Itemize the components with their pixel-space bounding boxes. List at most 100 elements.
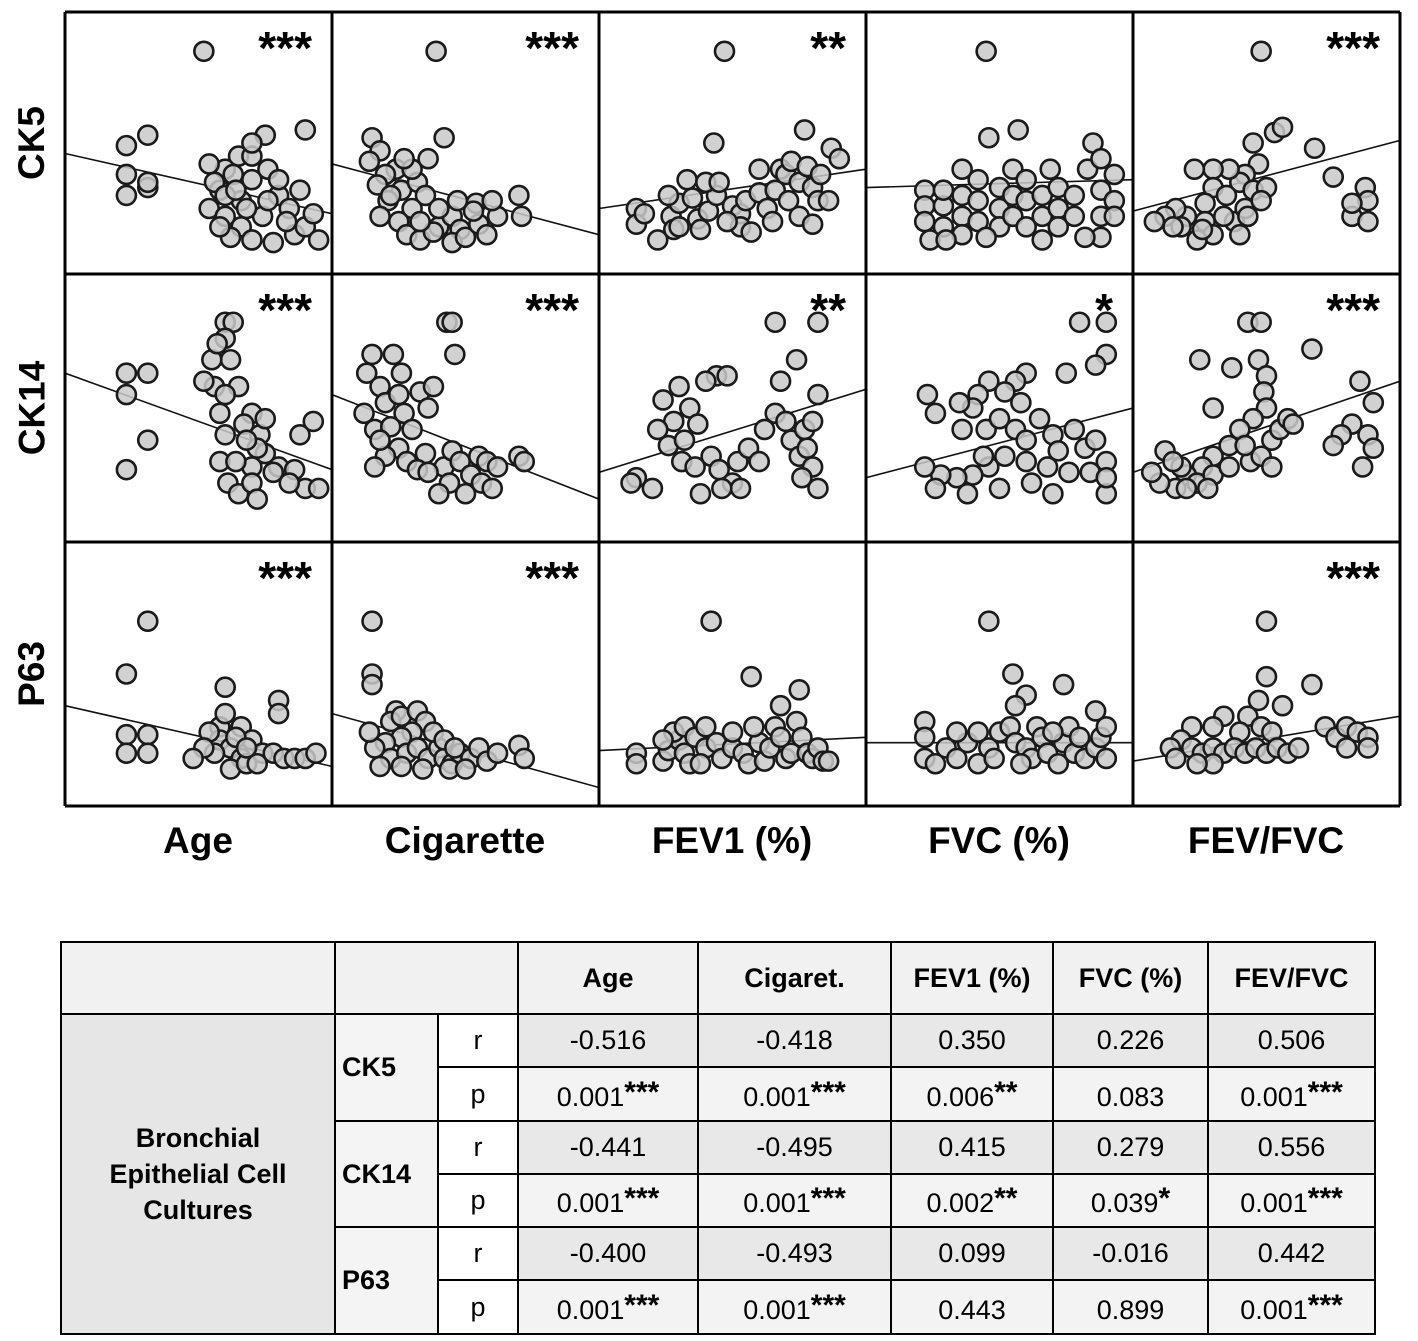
data-point bbox=[1183, 158, 1206, 180]
data-point bbox=[209, 216, 231, 238]
data-point bbox=[1341, 192, 1363, 215]
data-point bbox=[369, 205, 391, 228]
data-point bbox=[967, 189, 989, 212]
table-cell: -0.441 bbox=[517, 1120, 699, 1175]
data-point bbox=[716, 365, 738, 387]
data-point bbox=[620, 472, 642, 494]
table-cell: 0.001*** bbox=[697, 1066, 892, 1122]
significance-stars: *** bbox=[525, 284, 579, 336]
significance-stars: *** bbox=[1326, 284, 1380, 336]
data-point bbox=[1191, 218, 1214, 241]
data-point bbox=[1007, 119, 1029, 141]
data-point bbox=[646, 229, 669, 251]
data-point bbox=[1175, 477, 1198, 500]
trend-line bbox=[866, 407, 1133, 479]
data-point bbox=[711, 477, 733, 500]
data-point bbox=[115, 458, 138, 481]
data-point bbox=[433, 126, 455, 149]
data-point bbox=[975, 40, 997, 63]
data-point bbox=[1271, 694, 1294, 717]
stat-label-r: r bbox=[437, 1013, 519, 1068]
data-point bbox=[1095, 747, 1118, 770]
table-cell: -0.493 bbox=[697, 1226, 892, 1281]
data-point bbox=[916, 383, 939, 406]
data-point bbox=[1242, 132, 1264, 154]
data-point bbox=[1042, 721, 1064, 743]
data-point bbox=[777, 189, 800, 212]
table-cell: 0.415 bbox=[890, 1120, 1054, 1175]
data-point bbox=[1218, 456, 1240, 478]
data-point bbox=[289, 423, 311, 446]
data-point bbox=[1212, 205, 1235, 228]
data-point bbox=[1186, 752, 1208, 775]
data-point bbox=[307, 229, 330, 251]
data-point bbox=[1095, 466, 1118, 489]
data-point bbox=[1362, 391, 1385, 414]
table-header-age: Age bbox=[517, 941, 699, 1015]
data-point bbox=[1164, 747, 1187, 770]
data-point bbox=[219, 348, 242, 371]
data-point bbox=[748, 450, 771, 473]
data-point bbox=[193, 370, 215, 393]
data-point bbox=[967, 168, 989, 191]
table-cell: 0.226 bbox=[1052, 1013, 1209, 1068]
table-cell: 0.001*** bbox=[517, 1066, 699, 1122]
data-point bbox=[1335, 737, 1358, 759]
data-point bbox=[1036, 456, 1059, 478]
data-point bbox=[689, 752, 712, 775]
data-point bbox=[1143, 210, 1166, 233]
data-point bbox=[753, 418, 776, 441]
significance-stars: *** bbox=[1326, 22, 1380, 74]
data-point bbox=[689, 218, 712, 241]
data-point bbox=[983, 747, 1005, 770]
data-point bbox=[462, 200, 485, 222]
data-point bbox=[1282, 413, 1304, 435]
data-point bbox=[932, 179, 955, 201]
data-point bbox=[115, 663, 138, 685]
data-point bbox=[673, 429, 696, 451]
data-point bbox=[214, 702, 236, 725]
data-point bbox=[769, 694, 792, 717]
column-label-fvc: FVC (%) bbox=[928, 820, 1070, 861]
table-cell: 0.006** bbox=[890, 1066, 1054, 1122]
group-label: Bronchial Epithelial Cell Cultures bbox=[60, 1013, 336, 1335]
data-point bbox=[1047, 216, 1070, 238]
data-point bbox=[646, 418, 669, 441]
row-label-p63: P63 bbox=[11, 641, 52, 707]
data-point bbox=[788, 679, 811, 701]
data-point bbox=[809, 163, 832, 186]
trend-line bbox=[65, 372, 332, 471]
table-cell: 0.002** bbox=[890, 1173, 1054, 1228]
data-point bbox=[801, 410, 824, 433]
data-point bbox=[1250, 189, 1272, 212]
data-point bbox=[355, 362, 378, 384]
data-point bbox=[796, 437, 819, 460]
significance-stars: *** bbox=[258, 552, 312, 604]
data-point bbox=[1042, 482, 1064, 505]
data-point bbox=[262, 231, 285, 254]
data-point bbox=[1237, 205, 1259, 228]
data-point bbox=[1058, 461, 1080, 484]
data-point bbox=[686, 413, 709, 435]
data-point bbox=[708, 171, 730, 194]
data-point bbox=[446, 189, 469, 212]
data-point bbox=[481, 189, 504, 212]
data-point bbox=[254, 407, 277, 430]
data-point bbox=[625, 752, 648, 775]
significance-stars: ** bbox=[810, 22, 846, 74]
data-point bbox=[353, 402, 375, 425]
data-point bbox=[214, 423, 236, 446]
column-label-cigarette: Cigarette bbox=[384, 820, 546, 861]
table-header-cigaret: Cigaret. bbox=[697, 941, 892, 1015]
data-point bbox=[945, 747, 968, 770]
data-point bbox=[978, 610, 1000, 633]
data-point bbox=[262, 461, 285, 484]
data-point bbox=[1020, 472, 1043, 494]
data-point bbox=[1194, 192, 1216, 215]
significance-stars: * bbox=[1095, 284, 1113, 336]
data-point bbox=[924, 752, 947, 775]
data-point bbox=[948, 391, 971, 414]
data-point bbox=[945, 721, 968, 743]
significance-stars: *** bbox=[525, 552, 579, 604]
data-point bbox=[1063, 418, 1086, 441]
